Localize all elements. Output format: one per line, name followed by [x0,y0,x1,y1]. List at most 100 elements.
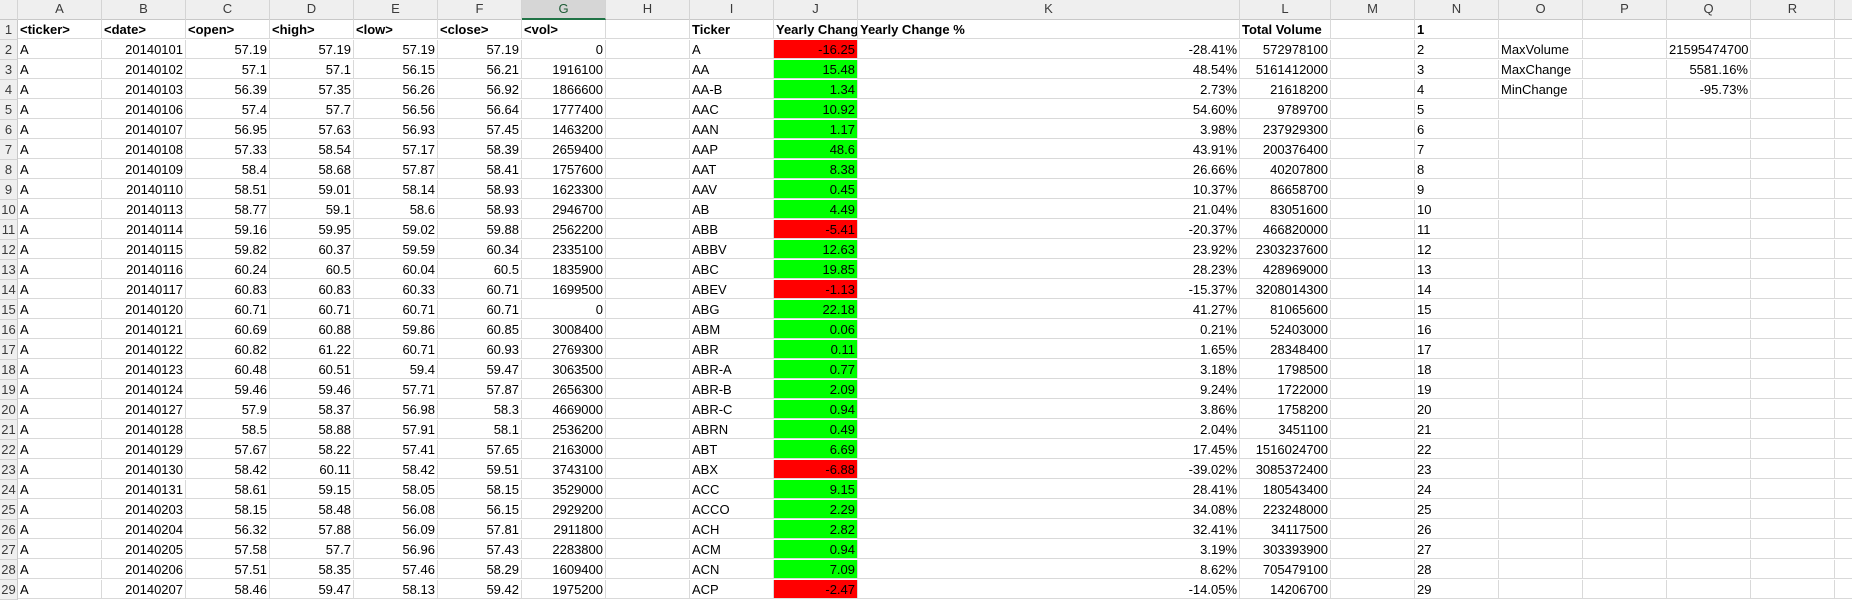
cell-i-23[interactable]: ABX [690,460,774,479]
cell-m-11[interactable] [1331,220,1415,239]
cell-h-16[interactable] [606,320,690,339]
cell-k-7[interactable]: 43.91% [858,140,1240,159]
cell-o-13[interactable] [1499,260,1583,279]
cell-d-17[interactable]: 61.22 [270,340,354,359]
cell-c-12[interactable]: 59.82 [186,240,270,259]
cell-e-16[interactable]: 59.86 [354,320,438,339]
cell-c-29[interactable]: 58.46 [186,580,270,599]
cell-d-12[interactable]: 60.37 [270,240,354,259]
cell-r-5[interactable] [1751,100,1835,119]
cell-d-15[interactable]: 60.71 [270,300,354,319]
cell-m-7[interactable] [1331,140,1415,159]
cell-c-7[interactable]: 57.33 [186,140,270,159]
cell-k-21[interactable]: 2.04% [858,420,1240,439]
cell-i-1[interactable]: Ticker [690,20,774,39]
cell-f-6[interactable]: 57.45 [438,120,522,139]
cell-e-10[interactable]: 58.6 [354,200,438,219]
cell-f-5[interactable]: 56.64 [438,100,522,119]
cell-f-16[interactable]: 60.85 [438,320,522,339]
cell-q-15[interactable] [1667,300,1751,319]
cell-g-17[interactable]: 2769300 [522,340,606,359]
cell-p-27[interactable] [1583,540,1667,559]
cell-n-23[interactable]: 23 [1415,460,1499,479]
cell-i-22[interactable]: ABT [690,440,774,459]
cell-i-26[interactable]: ACH [690,520,774,539]
cell-o-21[interactable] [1499,420,1583,439]
cell-j-12[interactable]: 12.63 [774,240,858,259]
cell-f-8[interactable]: 58.41 [438,160,522,179]
cell-o-4[interactable]: MinChange [1499,80,1583,99]
cell-o-27[interactable] [1499,540,1583,559]
cell-k-10[interactable]: 21.04% [858,200,1240,219]
cell-r-1[interactable] [1751,20,1835,39]
row-header[interactable]: 23 [0,460,18,480]
cell-p-18[interactable] [1583,360,1667,379]
cell-a-11[interactable]: A [18,220,102,239]
cell-b-6[interactable]: 20140107 [102,120,186,139]
cell-k-8[interactable]: 26.66% [858,160,1240,179]
cell-d-13[interactable]: 60.5 [270,260,354,279]
cell-b-23[interactable]: 20140130 [102,460,186,479]
cell-l-21[interactable]: 3451100 [1240,420,1331,439]
cell-g-19[interactable]: 2656300 [522,380,606,399]
cell-f-12[interactable]: 60.34 [438,240,522,259]
cell-l-26[interactable]: 34117500 [1240,520,1331,539]
cell-b-22[interactable]: 20140129 [102,440,186,459]
row-header[interactable]: 6 [0,120,18,140]
row-header[interactable]: 3 [0,60,18,80]
cell-h-8[interactable] [606,160,690,179]
cell-f-3[interactable]: 56.21 [438,60,522,79]
cell-g-8[interactable]: 1757600 [522,160,606,179]
column-header-p[interactable]: P [1583,0,1667,20]
cell-j-9[interactable]: 0.45 [774,180,858,199]
row-header[interactable]: 12 [0,240,18,260]
cell-q-13[interactable] [1667,260,1751,279]
cell-g-13[interactable]: 1835900 [522,260,606,279]
cell-f-1[interactable]: <close> [438,20,522,39]
cell-f-21[interactable]: 58.1 [438,420,522,439]
cell-a-27[interactable]: A [18,540,102,559]
cell-a-28[interactable]: A [18,560,102,579]
cell-c-20[interactable]: 57.9 [186,400,270,419]
cell-h-26[interactable] [606,520,690,539]
cell-a-20[interactable]: A [18,400,102,419]
cell-f-19[interactable]: 57.87 [438,380,522,399]
row-header[interactable]: 18 [0,360,18,380]
cell-i-20[interactable]: ABR-C [690,400,774,419]
cell-k-5[interactable]: 54.60% [858,100,1240,119]
cell-q-1[interactable] [1667,20,1751,39]
cell-p-10[interactable] [1583,200,1667,219]
cell-r-12[interactable] [1751,240,1835,259]
cell-a-15[interactable]: A [18,300,102,319]
cell-g-29[interactable]: 1975200 [522,580,606,599]
cell-c-26[interactable]: 56.32 [186,520,270,539]
cell-e-18[interactable]: 59.4 [354,360,438,379]
cell-b-11[interactable]: 20140114 [102,220,186,239]
row-header[interactable]: 8 [0,160,18,180]
row-header[interactable]: 19 [0,380,18,400]
cell-a-13[interactable]: A [18,260,102,279]
cell-k-11[interactable]: -20.37% [858,220,1240,239]
cell-i-5[interactable]: AAC [690,100,774,119]
cell-m-25[interactable] [1331,500,1415,519]
cell-j-26[interactable]: 2.82 [774,520,858,539]
cell-g-14[interactable]: 1699500 [522,280,606,299]
cell-h-4[interactable] [606,80,690,99]
cell-b-20[interactable]: 20140127 [102,400,186,419]
cell-q-5[interactable] [1667,100,1751,119]
cell-n-27[interactable]: 27 [1415,540,1499,559]
cell-l-14[interactable]: 3208014300 [1240,280,1331,299]
cell-l-15[interactable]: 81065600 [1240,300,1331,319]
cell-b-4[interactable]: 20140103 [102,80,186,99]
cell-l-28[interactable]: 705479100 [1240,560,1331,579]
cell-p-21[interactable] [1583,420,1667,439]
cell-a-25[interactable]: A [18,500,102,519]
cell-r-28[interactable] [1751,560,1835,579]
cell-a-3[interactable]: A [18,60,102,79]
cell-c-14[interactable]: 60.83 [186,280,270,299]
cell-a-9[interactable]: A [18,180,102,199]
column-header-m[interactable]: M [1331,0,1415,20]
cell-l-20[interactable]: 1758200 [1240,400,1331,419]
cell-k-14[interactable]: -15.37% [858,280,1240,299]
cell-k-12[interactable]: 23.92% [858,240,1240,259]
